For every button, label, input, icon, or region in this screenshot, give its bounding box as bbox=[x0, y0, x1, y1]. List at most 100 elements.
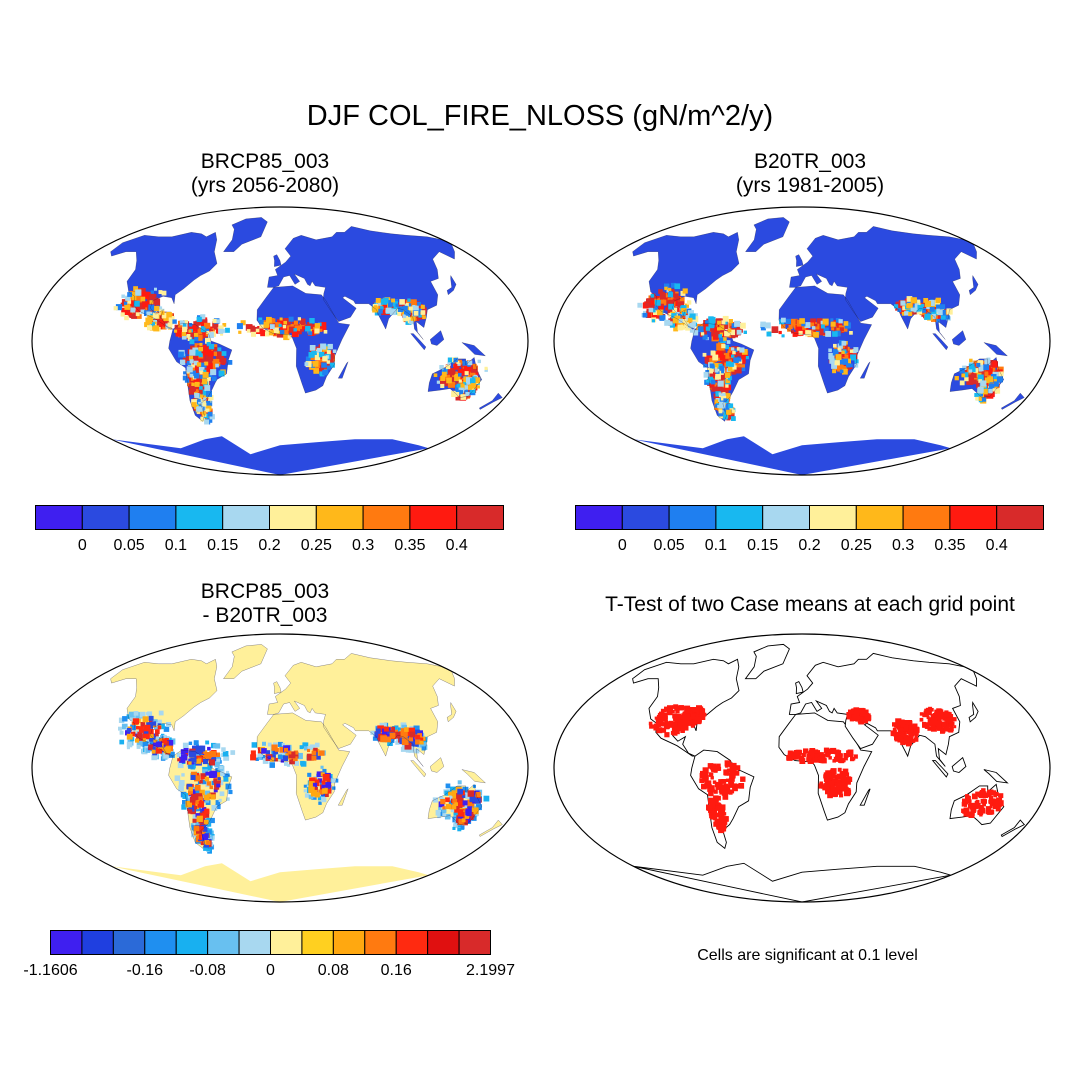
colorbar-tick-label: -0.16 bbox=[127, 962, 164, 979]
land-madagascar bbox=[859, 788, 871, 806]
colorbar-svg: -1.1606 -0.16 -0.08 0 0.08 0.16 2.1997 bbox=[23, 930, 515, 979]
land-nz bbox=[1000, 819, 1026, 838]
colorbar-tick-label: 0.35 bbox=[934, 537, 965, 554]
panel-title-line1: T-Test of two Case means at each grid po… bbox=[605, 593, 1015, 616]
colorbar-swatch bbox=[238, 930, 271, 955]
colorbar-tick-label: 0 bbox=[618, 537, 627, 554]
colorbar-swatch bbox=[269, 505, 317, 530]
colorbar-swatch bbox=[50, 930, 83, 955]
colorbar-swatch bbox=[395, 930, 429, 955]
land-indonesia1 bbox=[932, 333, 948, 350]
land-britain bbox=[795, 254, 804, 267]
map-b20tr bbox=[552, 205, 1052, 477]
panel-title-line1: B20TR_003 bbox=[753, 150, 867, 173]
colorbar-tick-label: 0.1 bbox=[705, 537, 727, 554]
panel-title-diff: BRCP85_003 - B20TR_003 bbox=[125, 580, 405, 628]
land-newGuinea bbox=[983, 342, 1008, 356]
land-indonesia1 bbox=[931, 760, 949, 778]
map-svg bbox=[31, 206, 529, 476]
land-nz bbox=[479, 820, 503, 837]
panel-title-line1: BRCP85_003 bbox=[200, 580, 330, 603]
colorbar-tick-label: 0.4 bbox=[446, 537, 468, 554]
colorbar-tick-label: 0.15 bbox=[747, 537, 778, 554]
colorbar-swatch bbox=[427, 930, 460, 955]
map-svg bbox=[553, 206, 1051, 476]
land-indonesia2 bbox=[430, 757, 444, 773]
land-greenland bbox=[744, 643, 790, 680]
colorbar-tick-label: 0.2 bbox=[258, 537, 280, 554]
colorbar-tick-label: -0.08 bbox=[189, 962, 226, 979]
panel-title-line2: (yrs 1981-2005) bbox=[735, 174, 885, 197]
colorbar-tick-label: 0.3 bbox=[352, 537, 374, 554]
land-greenland bbox=[223, 217, 268, 252]
land-eurasia bbox=[788, 652, 978, 767]
main-title: DJF COL_FIRE_NLOSS (gN/m^2/y) bbox=[306, 100, 774, 132]
colorbar-swatch bbox=[175, 505, 224, 530]
colorbar-tick-label: 0.3 bbox=[892, 537, 914, 554]
panel-title-line2: (yrs 2056-2080) bbox=[190, 174, 340, 197]
land-indonesia2 bbox=[951, 756, 967, 773]
colorbar-svg: 0 0.05 0.1 0.15 0.2 0.25 0.3 0.35 0.4 bbox=[35, 505, 505, 554]
colorbar-swatch bbox=[949, 505, 998, 530]
land-greenland bbox=[223, 644, 268, 679]
colorbar-swatch bbox=[315, 505, 364, 530]
land-newGuinea bbox=[461, 342, 486, 356]
colorbar-tick-label: 0 bbox=[266, 962, 275, 979]
colorbar-swatch bbox=[270, 930, 303, 955]
colorbar-tick-label: -1.1606 bbox=[23, 962, 77, 979]
colorbar-swatch bbox=[332, 930, 366, 955]
map-brcp bbox=[30, 205, 530, 477]
colorbar-tick-label: 0.35 bbox=[394, 537, 425, 554]
colorbar-tick-label: 0.15 bbox=[207, 537, 238, 554]
land-indonesia1 bbox=[410, 333, 426, 350]
colorbar-b20tr: 0 0.05 0.1 0.15 0.2 0.25 0.3 0.35 0.4 bbox=[575, 505, 1080, 565]
panel-title-line1: BRCP85_003 bbox=[200, 150, 330, 173]
colorbar-swatch bbox=[364, 930, 397, 955]
colorbar-brcp: 0 0.05 0.1 0.15 0.2 0.25 0.3 0.35 0.4 bbox=[35, 505, 543, 565]
colorbar-swatch bbox=[668, 505, 717, 530]
colorbar-swatch bbox=[456, 505, 505, 530]
land-japan bbox=[968, 700, 979, 723]
data-cells bbox=[113, 286, 488, 425]
land-greenland bbox=[745, 217, 790, 252]
colorbar-svg: 0 0.05 0.1 0.15 0.2 0.25 0.3 0.35 0.4 bbox=[575, 505, 1045, 554]
map-diff bbox=[30, 632, 530, 904]
significance-note: Cells are significant at 0.1 level bbox=[697, 947, 918, 964]
colorbar-swatch bbox=[715, 505, 764, 530]
colorbar-tick-label: 0.2 bbox=[798, 537, 820, 554]
land-britain bbox=[795, 681, 804, 695]
land-antarctica bbox=[111, 436, 429, 475]
land-indonesia1 bbox=[410, 760, 426, 777]
data-cells bbox=[648, 704, 1004, 834]
colorbar-swatch bbox=[222, 505, 270, 530]
colorbar-tick-label: 0.4 bbox=[986, 537, 1008, 554]
land-britain bbox=[273, 681, 282, 694]
land-antarctica bbox=[111, 863, 429, 902]
panel-title-brcp: BRCP85_003 (yrs 2056-2080) bbox=[125, 150, 405, 198]
map-svg bbox=[31, 633, 529, 903]
colorbar-tick-label: 0.16 bbox=[381, 962, 412, 979]
land-nz bbox=[479, 393, 503, 410]
colorbar-swatch bbox=[996, 505, 1045, 530]
colorbar-swatch bbox=[144, 930, 177, 955]
colorbar-swatch bbox=[81, 505, 130, 530]
land-newGuinea bbox=[983, 769, 1009, 784]
colorbar-swatch bbox=[575, 505, 623, 530]
colorbar-tick-label: 0.25 bbox=[301, 537, 332, 554]
colorbar-tick-label: 0.1 bbox=[165, 537, 187, 554]
map-ttest bbox=[552, 632, 1052, 904]
colorbar-swatch bbox=[81, 930, 114, 955]
land-britain bbox=[273, 254, 282, 267]
land-antarctica bbox=[633, 436, 951, 475]
colorbar-swatch bbox=[207, 930, 240, 955]
colorbar-swatch bbox=[762, 505, 810, 530]
colorbar-swatch bbox=[409, 505, 458, 530]
colorbar-swatch bbox=[902, 505, 951, 530]
colorbar-swatch bbox=[621, 505, 670, 530]
land-indonesia2 bbox=[952, 330, 966, 346]
colorbar-swatch bbox=[175, 930, 209, 955]
colorbar-swatch bbox=[128, 505, 177, 530]
panel-title-ttest: T-Test of two Case means at each grid po… bbox=[550, 593, 1070, 617]
panel-title-b20tr: B20TR_003 (yrs 1981-2005) bbox=[670, 150, 950, 198]
panel-title-line2: - B20TR_003 bbox=[202, 604, 328, 627]
